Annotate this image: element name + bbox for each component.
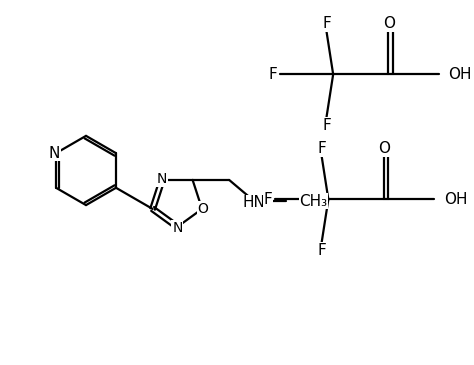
Text: OH: OH xyxy=(444,192,467,207)
Text: O: O xyxy=(198,202,209,216)
Text: HN: HN xyxy=(243,196,265,211)
Text: OH: OH xyxy=(448,67,472,82)
Text: F: F xyxy=(317,243,326,258)
Text: F: F xyxy=(317,141,326,156)
Text: N: N xyxy=(48,146,60,161)
Text: O: O xyxy=(378,141,390,156)
Text: F: F xyxy=(264,192,272,207)
Text: N: N xyxy=(157,172,167,186)
Text: F: F xyxy=(268,67,277,82)
Text: F: F xyxy=(322,118,331,133)
Text: F: F xyxy=(322,16,331,31)
Text: CH₃: CH₃ xyxy=(300,193,328,208)
Text: N: N xyxy=(172,221,182,235)
Text: O: O xyxy=(383,16,395,31)
